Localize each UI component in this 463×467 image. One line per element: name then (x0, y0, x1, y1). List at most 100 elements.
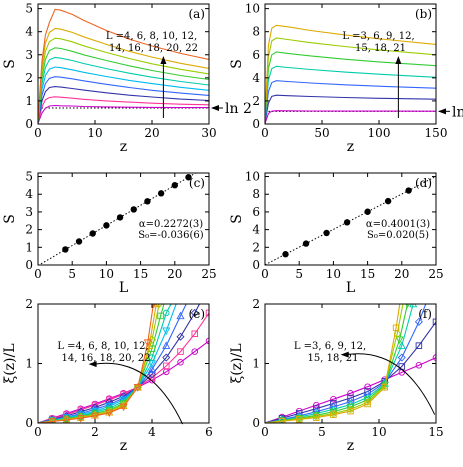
x-tick-label: 10 (87, 126, 102, 140)
fit-alpha: α=0.4001(3) (366, 219, 430, 230)
arrow-curve (346, 353, 436, 415)
ref-arrow-head (211, 105, 219, 112)
plot-area-d (265, 175, 436, 265)
y-tick-label: 5 (25, 170, 33, 184)
y-tick-label: 4 (252, 71, 260, 85)
y-tick-label: 0 (252, 258, 260, 272)
x-tick-label: 25 (428, 267, 443, 281)
legend-text: L =3, 6, 9, 12, (342, 31, 414, 42)
series-marker-L12 (397, 341, 406, 349)
series-marker-L8 (176, 332, 185, 341)
y-tick-label: 1 (252, 357, 260, 371)
series-marker-L22 (133, 384, 142, 392)
series-marker-L12 (105, 403, 114, 411)
x-tick-label: 10 (326, 267, 341, 281)
data-point (282, 251, 289, 258)
x-tick-label: 0 (34, 425, 42, 439)
series-marker-L8 (162, 353, 171, 362)
y-tick-label: 4 (252, 223, 260, 237)
legend-text: L =4, 6, 8, 10, 12, (57, 341, 148, 352)
fit-line (38, 173, 197, 265)
y-tick-label: 4 (25, 187, 33, 201)
series-marker-L22 (105, 409, 114, 418)
ref-label: ln 3 (452, 104, 463, 120)
series-marker-L6 (432, 318, 436, 326)
data-point (130, 206, 137, 213)
x-tick-label: 25 (201, 267, 216, 281)
series-line-L12 (265, 65, 436, 122)
x-tick-label: 30 (201, 126, 216, 140)
x-tick-label: 10 (371, 425, 386, 439)
series-marker-L6 (162, 362, 170, 370)
series-marker-L18 (404, 283, 410, 289)
x-axis-label: z (347, 438, 354, 454)
series-marker-L22 (154, 283, 161, 289)
series-line-L15 (265, 51, 436, 122)
series-marker-L21 (381, 384, 388, 391)
panel-f: 0 5 10 15 0 1 2 z ξ(z)/L (f) L =3, 6, 9, 12,15, 18… (229, 283, 444, 454)
series-marker-L22 (119, 403, 128, 412)
data-point (405, 187, 412, 194)
data-point (157, 190, 165, 197)
series-marker-L6 (191, 330, 198, 338)
series-marker-L21 (364, 400, 371, 408)
series-marker-L12 (409, 304, 418, 308)
panel-label: (a) (188, 7, 205, 21)
series-line-L21 (265, 24, 436, 121)
y-tick-label: 0 (25, 117, 33, 131)
x-tick-label: 100 (368, 126, 391, 140)
data-point (343, 219, 351, 226)
x-tick-label: 0 (34, 126, 42, 140)
series-line-L6 (265, 94, 436, 123)
series-line-L10 (38, 76, 209, 123)
series-marker-L10 (176, 311, 185, 320)
panel-label: (b) (415, 7, 432, 21)
series-marker-L3 (347, 390, 354, 397)
plot-frame (264, 3, 437, 125)
panel-label: (e) (189, 307, 205, 321)
fit-alpha: α=0.2272(3) (139, 219, 203, 230)
series-marker-L18 (147, 335, 157, 344)
y-axis-label: S (2, 214, 18, 224)
legend-text: L =3, 6, 9, 12, (294, 341, 366, 352)
data-point (302, 240, 310, 247)
data-point (116, 214, 124, 221)
series-line-L8 (38, 86, 209, 123)
panel-e: 0 2 4 6 0 1 2 z ξ(z)/L (e) L =4, 6, 8, 10, 12,14, … (2, 283, 213, 454)
series-marker-L8 (190, 308, 199, 317)
x-tick-label: 15 (133, 267, 148, 281)
y-tick-label: 2 (252, 297, 260, 311)
series-marker-L12 (414, 283, 421, 289)
series-marker-L22 (143, 339, 152, 347)
plot-area-c (38, 173, 197, 265)
fit-line (265, 175, 436, 265)
series-marker-L10 (191, 283, 198, 289)
data-point (171, 182, 178, 189)
series-marker-L21 (295, 416, 303, 423)
series-marker-L21 (398, 295, 404, 301)
arrow-head (88, 361, 97, 368)
y-tick-label: 4 (25, 25, 33, 39)
series-line-L6 (265, 321, 436, 423)
y-tick-label: 6 (252, 48, 260, 62)
y-tick-label: 0 (25, 416, 33, 430)
y-tick-label: 1 (25, 240, 33, 254)
y-tick-label: 1 (25, 357, 33, 371)
series-line-L9 (265, 80, 436, 123)
y-axis-label: S (229, 59, 245, 69)
x-tick-label: 20 (394, 267, 409, 281)
ref-label: ln 2 (225, 101, 252, 117)
legend-text: 14, 16, 18, 20, 22 (61, 353, 150, 364)
plot-frame (264, 172, 437, 266)
arrow-head (160, 56, 167, 64)
data-point (75, 238, 83, 245)
series-marker-L21 (400, 283, 406, 289)
series-line-L18 (265, 37, 436, 121)
fit-offset: S₀=-0.036(6) (138, 230, 204, 241)
arrow-curve (94, 362, 184, 425)
series-marker-L16 (157, 312, 164, 320)
series-marker-L9 (427, 289, 434, 296)
series-marker-L21 (278, 417, 286, 423)
x-tick-label: 150 (425, 126, 448, 140)
